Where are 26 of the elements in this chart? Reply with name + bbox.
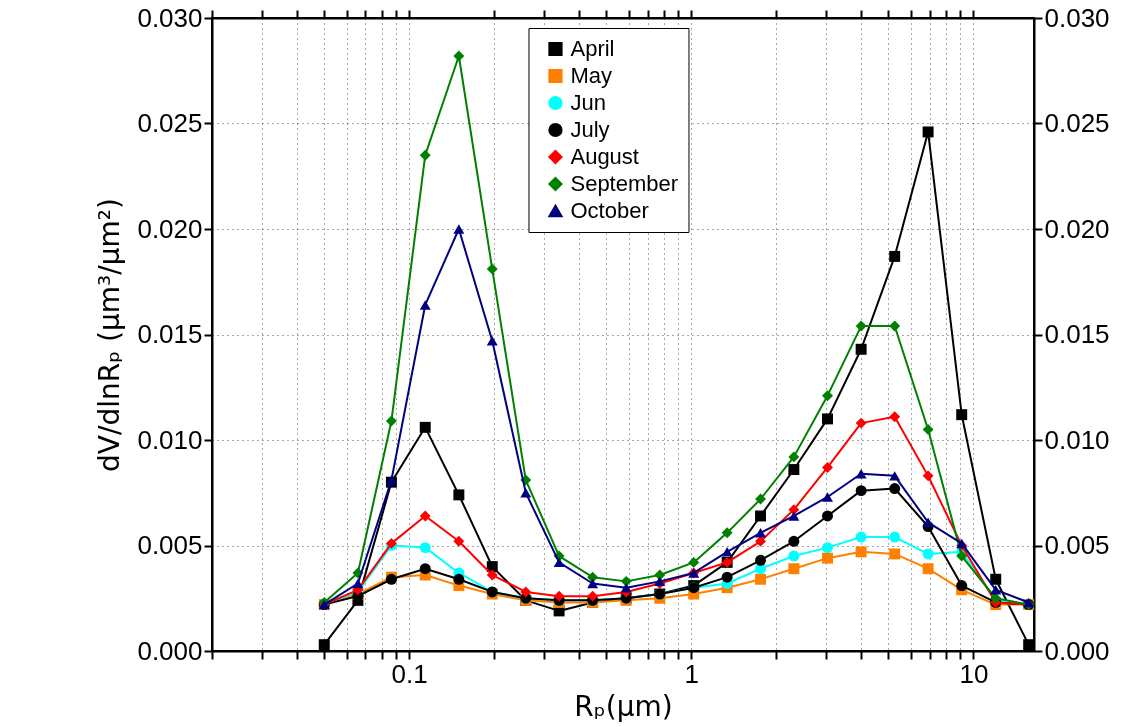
y-tick-label: 0.030 (137, 2, 203, 33)
x-tick-label: 0.1 (391, 658, 428, 689)
legend-label: May (570, 63, 613, 88)
y-tick-label: 0.015 (137, 319, 203, 349)
legend-label: July (570, 117, 610, 142)
y-tick-label: 0.005 (137, 530, 203, 560)
y2-tick-label: 0.015 (1044, 319, 1110, 349)
y2-tick-label: 0.030 (1044, 2, 1110, 33)
y-tick-label: 0.000 (137, 635, 203, 666)
y-tick-label: 0.025 (137, 108, 203, 138)
legend-label: April (570, 36, 615, 61)
y2-tick-label: 0.000 (1044, 635, 1110, 666)
y2-tick-label: 0.020 (1044, 213, 1110, 244)
y-tick-label: 0.010 (137, 424, 203, 455)
y2-tick-label: 0.025 (1044, 108, 1110, 138)
legend-label: October (570, 198, 649, 223)
y-axis-title: dV/dlnRₚ (μm³/μm²) (93, 198, 127, 472)
x-tick-label: 10 (959, 658, 989, 689)
x-axis-title: Rₚ(μm) (574, 689, 673, 723)
x-tick-label: 1 (684, 658, 700, 689)
y-tick-label: 0.020 (137, 213, 203, 244)
legend-label: September (570, 171, 679, 196)
y2-tick-label: 0.010 (1044, 424, 1110, 455)
legend-label: Jun (570, 90, 606, 115)
y2-tick-label: 0.005 (1044, 530, 1110, 560)
legend-label: August (570, 144, 639, 169)
